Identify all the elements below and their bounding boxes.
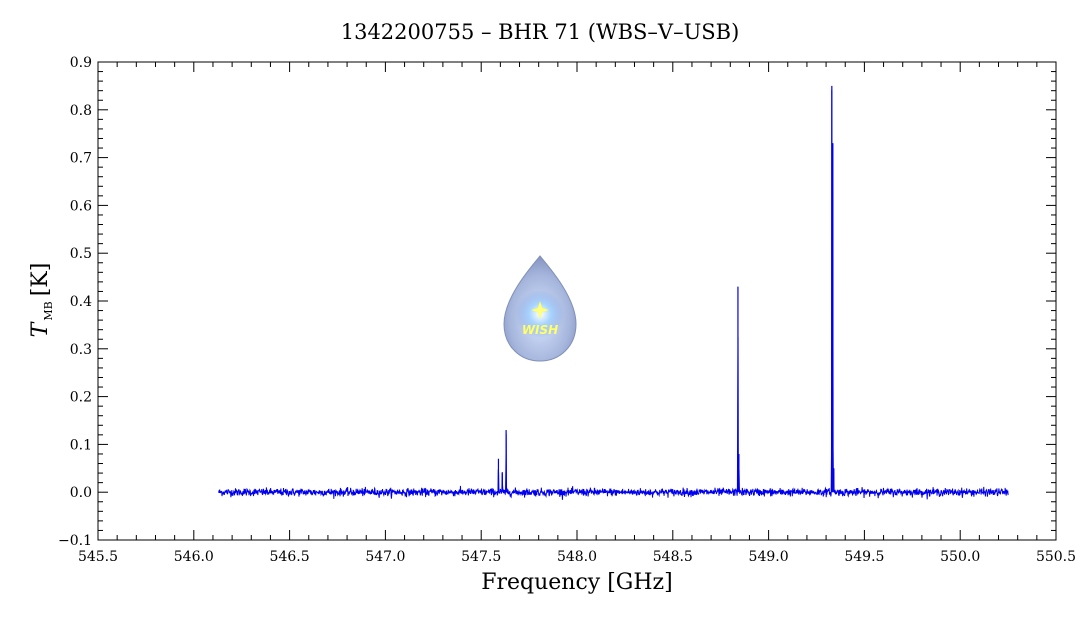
x-tick-label: 548.0 (557, 549, 597, 565)
x-tick-label: 546.5 (270, 549, 310, 565)
x-tick-label: 550.5 (1036, 549, 1076, 565)
x-tick-label: 548.5 (653, 549, 693, 565)
chart-title: 1342200755 – BHR 71 (WBS–V–USB) (341, 20, 740, 44)
x-tick-label: 549.0 (749, 549, 789, 565)
y-tick-label: 0.6 (70, 198, 92, 214)
y-axis-label-sub: MB (42, 301, 55, 320)
y-tick-label: 0.5 (70, 246, 92, 262)
y-tick-label: 0.7 (70, 151, 92, 167)
y-tick-label: 0.0 (70, 485, 92, 501)
y-tick-label: 0.8 (70, 103, 92, 119)
x-tick-label: 547.5 (461, 549, 501, 565)
y-tick-label: 0.1 (70, 437, 92, 453)
y-tick-label: −0.1 (58, 533, 92, 549)
wish-logo: WISH (503, 255, 577, 362)
plot-area (218, 85, 1009, 500)
plot-frame (97, 61, 1057, 541)
y-axis-label-main: T (28, 320, 53, 337)
x-tick-label: 547.0 (365, 549, 405, 565)
star-icon (531, 301, 549, 319)
axis-tick-labels: 545.5 546.0 546.5 547.0 547.5 548.0 548.5 549.0… (58, 55, 1076, 565)
x-tick-label: 546.0 (174, 549, 214, 565)
y-tick-label: 0.9 (70, 55, 92, 71)
x-tick-label: 545.5 (78, 549, 118, 565)
y-axis-label-unit: [K] (28, 263, 53, 297)
y-tick-label: 0.3 (70, 342, 92, 358)
y-tick-label: 0.2 (70, 390, 92, 406)
logo-text: WISH (522, 323, 558, 337)
spectrum-line (218, 90, 1009, 500)
x-axis-label: Frequency [GHz] (481, 570, 673, 595)
axis-ticks (97, 61, 1057, 541)
y-tick-label: 0.4 (70, 294, 92, 310)
x-tick-label: 550.0 (940, 549, 980, 565)
y-axis-label: TMB [K] (28, 263, 55, 338)
x-tick-label: 549.5 (844, 549, 884, 565)
